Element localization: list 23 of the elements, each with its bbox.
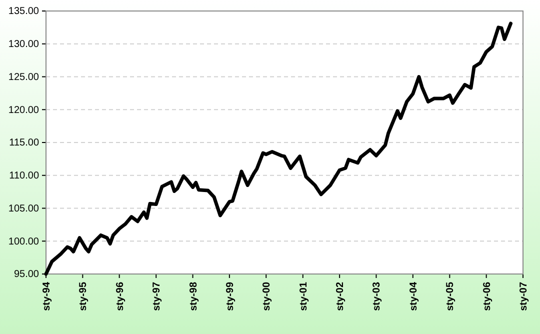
y-tick-label: 100.00 [8, 236, 40, 248]
y-tick-label: 95.00 [14, 269, 40, 280]
x-tick-label: sty-06 [482, 282, 493, 311]
x-tick-label: sty-01 [298, 282, 310, 311]
x-tick-label: sty-94 [42, 282, 52, 311]
y-tick-label: 110.00 [9, 170, 40, 182]
x-tick-label: sty-98 [188, 282, 200, 311]
y-tick-label: 115.00 [9, 138, 40, 149]
x-tick-label: sty-04 [408, 282, 420, 311]
y-tick-label: 105.00 [8, 203, 40, 214]
y-tick-label: 135.00 [8, 6, 40, 18]
x-tick-label: sty-00 [262, 282, 273, 311]
x-tick-label: sty-03 [372, 282, 383, 311]
x-tick-label: sty-95 [78, 282, 90, 311]
x-tick-label: sty-96 [114, 282, 126, 311]
y-tick-label: 120.00 [8, 104, 40, 116]
x-tick-label: sty-05 [445, 282, 456, 311]
x-tick-label: sty-02 [335, 282, 346, 311]
y-tick-label: 130.00 [8, 39, 40, 50]
x-tick-label: sty-97 [152, 282, 163, 311]
x-tick-label: sty-07 [518, 282, 530, 311]
x-tick-label: sty-99 [224, 282, 236, 311]
y-tick-label: 125.00 [8, 72, 40, 83]
